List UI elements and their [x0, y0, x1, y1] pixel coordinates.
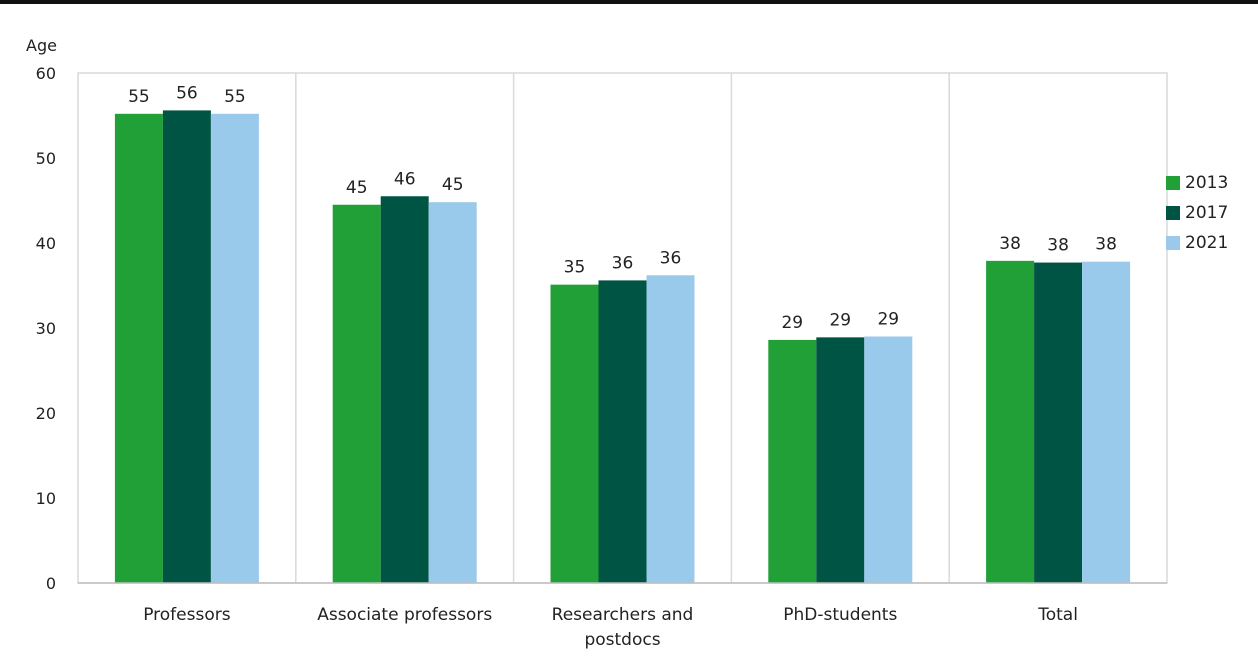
data-label: 38	[1095, 235, 1117, 255]
bar-2017-4	[1034, 262, 1083, 583]
bar-2013-3	[768, 339, 817, 583]
data-label: 29	[877, 310, 899, 330]
x-tick-label: postdocs	[584, 630, 660, 650]
legend-item-2013: 2013	[1166, 170, 1228, 196]
y-axis-label: Age	[26, 36, 57, 55]
bar-2017-0	[162, 110, 211, 584]
y-tick-label: 50	[36, 149, 56, 168]
legend: 2013 2017 2021	[1166, 170, 1228, 260]
x-tick-label: PhD-students	[783, 605, 897, 625]
bar-2013-4	[986, 260, 1035, 583]
data-label: 45	[346, 178, 368, 198]
y-tick-label: 60	[36, 64, 56, 83]
bar-2017-1	[380, 196, 429, 583]
y-tick-label: 30	[36, 319, 56, 338]
data-label: 38	[1047, 236, 1069, 256]
bar-2017-3	[816, 337, 865, 583]
legend-label: 2021	[1185, 233, 1229, 253]
y-tick-label: 10	[36, 489, 56, 508]
x-tick-label: Total	[1037, 605, 1078, 625]
x-tick-label: Professors	[143, 605, 231, 625]
bar-2021-0	[210, 113, 259, 584]
bar-2013-2	[550, 284, 599, 583]
bar-2021-1	[428, 202, 477, 583]
bar-2021-3	[864, 336, 913, 583]
bars-layer	[114, 110, 1131, 584]
x-tick-label: Researchers and	[552, 605, 694, 625]
bar-2013-0	[114, 113, 163, 584]
bar-2013-1	[332, 204, 381, 583]
legend-label: 2013	[1185, 173, 1229, 193]
y-tick-label: 20	[36, 404, 56, 423]
data-label: 38	[999, 234, 1021, 254]
legend-label: 2017	[1185, 203, 1229, 223]
legend-item-2021: 2021	[1166, 230, 1228, 256]
legend-swatch	[1166, 176, 1180, 190]
axis-layer: 0 10 20 30 40 50 60 Age Professors Associate prof…	[26, 36, 1167, 650]
data-label: 36	[660, 248, 682, 268]
data-label: 29	[829, 310, 851, 330]
data-label: 29	[781, 313, 803, 333]
legend-swatch	[1166, 206, 1180, 220]
bar-2021-4	[1082, 261, 1131, 583]
bar-2021-2	[646, 275, 695, 583]
y-tick-label: 40	[36, 234, 56, 253]
y-tick-label: 0	[46, 574, 56, 593]
legend-item-2017: 2017	[1166, 200, 1228, 226]
data-label: 56	[176, 83, 198, 103]
legend-swatch	[1166, 236, 1180, 250]
bar-2017-2	[598, 280, 647, 583]
data-label: 55	[224, 87, 246, 107]
x-tick-label: Associate professors	[317, 605, 492, 625]
grid-layer	[77, 72, 1168, 584]
data-label: 45	[442, 175, 464, 195]
data-label: 36	[612, 253, 634, 273]
data-label: 55	[128, 87, 150, 107]
data-label: 46	[394, 169, 416, 189]
data-label: 35	[564, 258, 586, 278]
labels-layer: 55 56 55 45 46 45 35 36 36 29 29 29 38 38 38	[128, 83, 1117, 333]
top-rule	[0, 0, 1258, 4]
